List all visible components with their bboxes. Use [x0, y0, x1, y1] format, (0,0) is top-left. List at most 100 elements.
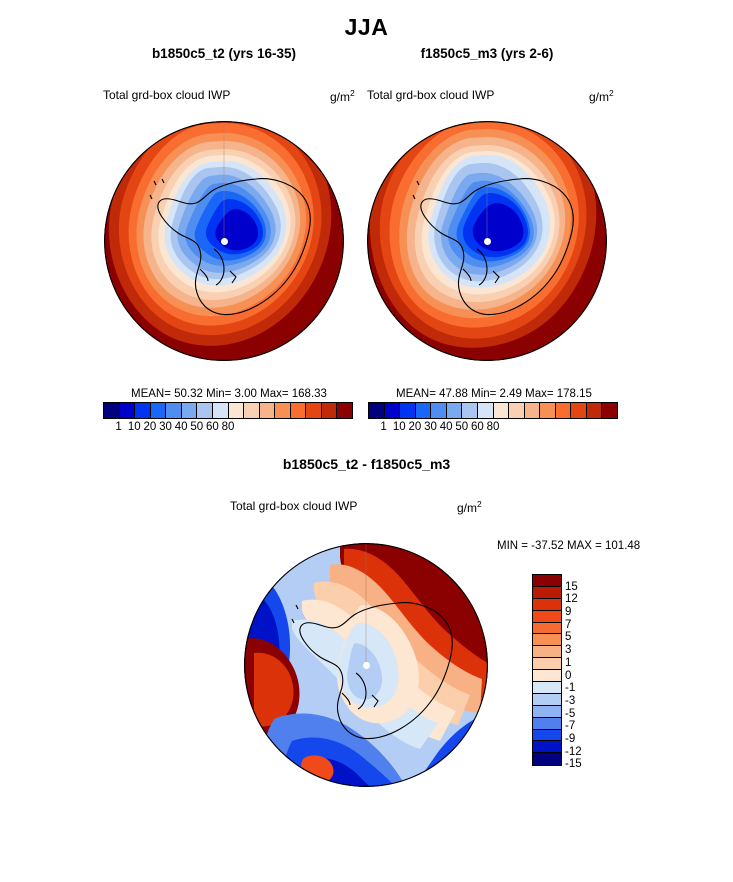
colorbar-band: [533, 646, 561, 659]
colorbar-band: [524, 403, 541, 418]
colorbar-band: [337, 403, 352, 418]
colorbar-band: [533, 717, 561, 730]
colorbar-band: [533, 705, 561, 718]
colorbar-tick-label: 9: [565, 606, 572, 619]
colorbar-band: [533, 610, 561, 623]
colorbar-band: [166, 403, 182, 418]
units-text-right: g/m: [589, 90, 610, 104]
colorbar-band: [533, 670, 561, 683]
colorbar-band: [555, 403, 572, 418]
colorbar-band: [228, 403, 245, 418]
colorbar-band: [321, 403, 338, 418]
colorbar-band: [400, 403, 416, 418]
variable-label-diff: Total grd-box cloud IWP: [230, 499, 358, 513]
units-exponent-diff: 2: [477, 499, 482, 509]
polar-map-diff: [244, 543, 488, 787]
units-text-left: g/m: [330, 90, 351, 104]
colorbar-left-bands: [103, 402, 353, 419]
colorbar-band: [369, 403, 385, 418]
colorbar-band: [104, 403, 120, 418]
colorbar-tick-label: 7: [565, 618, 572, 631]
units-label-left: g/m2: [330, 88, 355, 104]
colorbar-tick-label: 50: [190, 421, 204, 433]
main-title: JJA: [344, 14, 389, 40]
colorbar-band: [306, 403, 322, 418]
units-label-right: g/m2: [589, 88, 614, 104]
colorbar-tick-label: 1: [565, 656, 572, 669]
colorbar-band: [540, 403, 556, 418]
colorbar-tick-label: 30: [159, 421, 172, 433]
colorbar-tick-label: 80: [221, 421, 235, 433]
colorbar-band: [571, 403, 587, 418]
colorbar-tick-label: 80: [486, 421, 500, 433]
colorbar-left-ticks: 1 10 20 30 40 50 60 80: [103, 419, 353, 435]
colorbar-band: [384, 403, 401, 418]
colorbar-tick-label: 50: [455, 421, 469, 433]
colorbar-tick-label: 20: [143, 421, 157, 433]
colorbar-band: [477, 403, 494, 418]
colorbar-diff-bands: [532, 574, 562, 767]
colorbar-band: [431, 403, 447, 418]
colorbar-band: [533, 586, 561, 599]
colorbar-band: [119, 403, 136, 418]
variable-label-left: Total grd-box cloud IWP: [103, 88, 231, 102]
colorbar-tick-label: 3: [565, 644, 572, 657]
polar-map-left: [104, 121, 344, 361]
colorbar-band: [290, 403, 307, 418]
colorbar-band: [586, 403, 603, 418]
colorbar-band: [533, 693, 561, 706]
units-label-diff: g/m2: [457, 499, 482, 515]
units-text-diff: g/m: [457, 501, 478, 515]
colorbar-tick-label: 30: [424, 421, 437, 433]
colorbar-band: [533, 622, 561, 635]
colorbar-tick-label: 20: [408, 421, 422, 433]
colorbar-band: [533, 634, 561, 647]
colorbar-tick-label: 40: [174, 421, 188, 433]
colorbar-band: [150, 403, 167, 418]
colorbar-tick-label: -5: [565, 707, 576, 720]
south-pole-marker-left: [221, 238, 228, 245]
colorbar-tick-label: -1: [565, 682, 576, 695]
colorbar-tick-label: 5: [565, 631, 572, 644]
colorbar-tick-label: 0: [565, 669, 572, 682]
colorbar-band: [244, 403, 260, 418]
colorbar-band: [275, 403, 291, 418]
colorbar-right-bands: [368, 402, 618, 419]
colorbar-tick-label: -12: [565, 745, 582, 758]
colorbar-tick-label: 40: [439, 421, 453, 433]
colorbar-right-ticks: 1 10 20 30 40 50 60 80: [368, 419, 618, 435]
stats-left: MEAN= 50.32 Min= 3.00 Max= 168.33: [131, 388, 327, 400]
colorbar-tick-label: 10: [392, 421, 406, 433]
colorbar-band: [493, 403, 510, 418]
panel-title-right: f1850c5_m3 (yrs 2-6): [420, 46, 554, 61]
diff-panel-title: b1850c5_t2 - f1850c5_m3: [282, 456, 451, 472]
colorbar-tick-label: -15: [565, 758, 582, 771]
colorbar-diff: 15 12 9 7 5 3 1 0 -1 -3 -5 -7 -9 -12 -15: [532, 574, 582, 777]
diff-range-label: MIN = -37.52 MAX = 101.48: [497, 540, 641, 552]
colorbar-band: [533, 575, 561, 587]
colorbar-tick-label: 12: [565, 593, 578, 606]
colorbar-left: 1 10 20 30 40 50 60 80: [103, 402, 353, 435]
panel-title-left: b1850c5_t2 (yrs 16-35): [151, 46, 297, 61]
colorbar-tick-label: -3: [565, 694, 576, 707]
variable-label-right: Total grd-box cloud IWP: [367, 88, 495, 102]
colorbar-band: [415, 403, 432, 418]
units-exponent-right: 2: [609, 88, 614, 98]
colorbar-band: [533, 682, 561, 694]
colorbar-tick-label: 1: [115, 421, 122, 433]
colorbar-tick-label: 60: [205, 421, 219, 433]
colorbar-tick-label: -7: [565, 720, 576, 733]
colorbar-band: [533, 729, 561, 742]
south-pole-marker-right: [484, 238, 491, 245]
colorbar-tick-label: 60: [470, 421, 484, 433]
colorbar-band: [533, 741, 561, 754]
colorbar-band: [135, 403, 151, 418]
polar-map-right: [367, 121, 607, 361]
colorbar-band: [533, 658, 561, 671]
colorbar-tick-label: 15: [565, 580, 578, 593]
colorbar-tick-label: 10: [127, 421, 141, 433]
colorbar-band: [533, 753, 561, 766]
colorbar-diff-ticks: 15 12 9 7 5 3 1 0 -1 -3 -5 -7 -9 -12 -15: [565, 574, 599, 777]
colorbar-band: [259, 403, 276, 418]
colorbar-band: [462, 403, 478, 418]
